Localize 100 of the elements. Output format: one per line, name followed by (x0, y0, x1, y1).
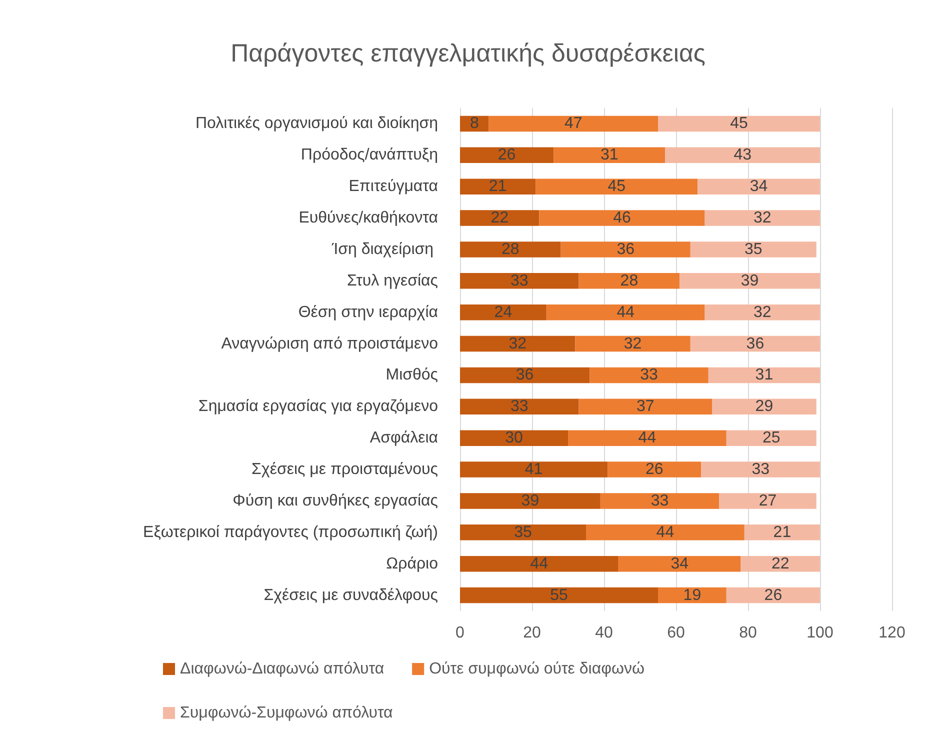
legend-label: Διαφωνώ-Διαφωνώ απόλυτα (180, 660, 384, 678)
bar (488, 116, 658, 132)
y-tick-label: Πολιτικές οργανισμού και διοίκηση (196, 115, 438, 132)
bar (460, 524, 586, 540)
data-label: 34 (750, 178, 768, 196)
x-tick-label: 120 (878, 624, 906, 642)
bar (460, 367, 590, 384)
data-label: 39 (740, 272, 759, 290)
data-label: 26 (764, 586, 782, 604)
y-tick-label: Σχέσεις με προισταμένους (252, 461, 438, 478)
y-tick-label: Θέση στην ιεραρχία (298, 304, 438, 321)
y-tick-label: Ωράριο (386, 555, 438, 572)
data-label: 33 (650, 492, 669, 510)
x-tick-label: 100 (806, 624, 834, 642)
data-label: 31 (755, 366, 774, 384)
bar (460, 147, 554, 164)
data-label: 44 (638, 430, 656, 447)
x-tick-label: 60 (667, 624, 685, 642)
bar (460, 242, 561, 258)
bar (740, 556, 820, 572)
data-label: 25 (762, 430, 780, 447)
bar (744, 524, 820, 540)
data-label: 32 (624, 335, 642, 352)
y-tick-label: Ασφάλεια (370, 430, 438, 447)
data-label: 31 (600, 146, 618, 164)
data-label: 35 (744, 240, 762, 258)
data-label: 27 (758, 492, 777, 510)
bar (536, 178, 698, 194)
data-label: 19 (683, 586, 702, 604)
bar (578, 398, 712, 415)
bar (618, 556, 741, 572)
y-tick-label: Φύση και συνθήκες εργασίας (232, 492, 438, 510)
bar (578, 273, 680, 289)
data-label: 33 (510, 272, 528, 290)
x-tick-label: 20 (523, 624, 541, 642)
bar (460, 556, 618, 572)
x-tick-label: 80 (739, 624, 757, 642)
data-label: 32 (754, 304, 772, 321)
bar (460, 304, 546, 320)
data-label: 8 (470, 115, 479, 132)
data-label: 22 (490, 210, 509, 227)
data-label: 33 (752, 461, 770, 478)
bar (665, 147, 820, 164)
bar (539, 210, 705, 226)
bar (704, 210, 820, 226)
data-label: 36 (746, 335, 764, 352)
bar (712, 398, 816, 415)
bar (546, 304, 705, 320)
data-label: 26 (646, 461, 664, 478)
bar (719, 493, 816, 509)
data-label: 43 (734, 146, 752, 164)
bar (460, 462, 608, 478)
data-label: 35 (514, 524, 532, 541)
data-label: 32 (508, 335, 527, 352)
bar (704, 304, 820, 320)
data-label: 39 (521, 492, 540, 510)
data-label: 55 (550, 586, 568, 604)
data-label: 45 (730, 115, 748, 132)
bar (658, 116, 820, 132)
data-label: 32 (754, 210, 772, 227)
data-label: 29 (755, 398, 774, 416)
data-label: 41 (524, 461, 543, 478)
legend-label: Ούτε συμφωνώ ούτε διαφωνώ (429, 660, 644, 678)
bar (568, 430, 726, 446)
data-label: 33 (640, 366, 658, 384)
y-tick-label: Μισθός (386, 366, 438, 384)
data-label: 21 (488, 178, 507, 196)
bar (658, 587, 726, 604)
bar (698, 178, 820, 194)
bar (460, 336, 576, 352)
data-label: 44 (616, 304, 635, 321)
bar (600, 493, 720, 509)
bar (460, 587, 658, 604)
bar (460, 273, 579, 289)
data-label: 34 (670, 555, 689, 572)
bar (575, 336, 690, 352)
y-tick-label: Σχέσεις με συναδέλφους (264, 586, 438, 604)
data-label: 28 (502, 240, 520, 258)
data-label: 36 (516, 366, 534, 384)
data-label: 45 (608, 178, 626, 196)
y-tick-label: Ίση διαχείριση (330, 240, 438, 258)
data-label: 36 (616, 240, 635, 258)
y-tick-label: Ευθύνες/καθήκοντα (298, 210, 438, 227)
bar (680, 273, 820, 289)
data-label: 24 (494, 304, 512, 321)
data-label: 37 (636, 398, 654, 416)
x-tick-label: 0 (456, 624, 465, 642)
bar (590, 367, 708, 384)
bar (586, 524, 744, 540)
chart-title: Παράγοντες επαγγελματικής δυσαρέσκειας (230, 40, 706, 68)
bar (690, 336, 820, 352)
bar (560, 242, 690, 258)
legend-label: Συμφωνώ-Συμφωνώ απόλυτα (180, 704, 393, 722)
y-tick-label: Σημασία εργασίας για εργαζόμενο (198, 398, 438, 416)
data-label: 28 (620, 272, 638, 290)
bar (460, 210, 540, 226)
y-tick-label: Αναγνώριση από προιστάμενο (221, 335, 438, 352)
bar (460, 398, 579, 415)
bar (608, 462, 702, 478)
data-label: 44 (530, 555, 548, 572)
